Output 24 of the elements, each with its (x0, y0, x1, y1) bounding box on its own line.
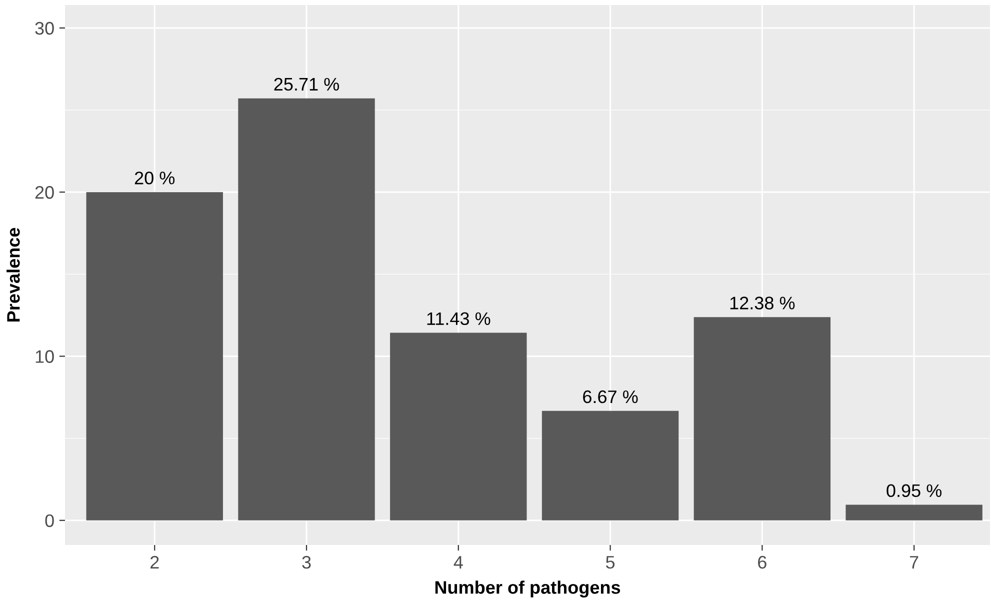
y-tick-label: 30 (35, 22, 54, 35)
x-axis-title: Number of pathogens (435, 580, 620, 598)
y-axis-title: Prevalence (6, 228, 20, 322)
y-tick-label: 0 (45, 514, 54, 528)
x-tick-label: 5 (606, 556, 615, 569)
y-tick-label: 10 (36, 350, 54, 363)
data-label: 11.43 % (427, 312, 490, 326)
bar (846, 504, 982, 520)
bar (542, 410, 679, 520)
bar (694, 317, 831, 520)
data-label: 0.95 % (886, 484, 942, 498)
bar (390, 332, 527, 520)
data-label: 12.38 % (730, 296, 795, 310)
x-tick-label: 4 (454, 556, 463, 568)
data-label: 25.71 % (274, 78, 339, 91)
bar (86, 192, 223, 520)
x-tick-label: 6 (758, 556, 766, 569)
bar (238, 98, 375, 520)
x-tick-label: 3 (302, 556, 311, 569)
data-label: 6.67 % (583, 390, 638, 404)
x-tick-label: 7 (910, 556, 918, 568)
x-tick-label: 2 (150, 556, 159, 568)
y-tick-label: 20 (35, 186, 54, 199)
data-label: 20 % (134, 172, 175, 184)
